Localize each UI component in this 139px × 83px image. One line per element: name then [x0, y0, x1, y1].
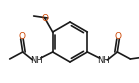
- Text: O: O: [18, 32, 25, 41]
- Text: NH: NH: [97, 56, 110, 64]
- Text: NH: NH: [30, 56, 43, 64]
- Text: O: O: [41, 14, 48, 22]
- Text: O: O: [115, 32, 122, 41]
